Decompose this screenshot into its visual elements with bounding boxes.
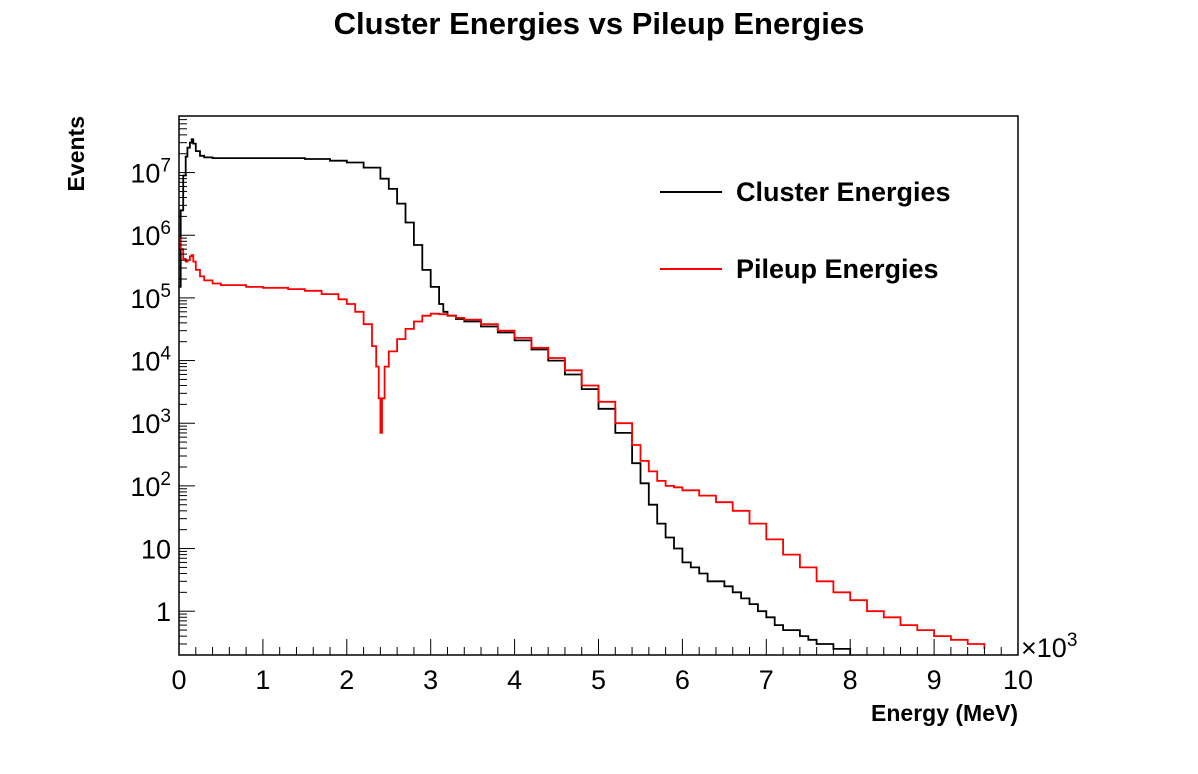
x-multiplier-base: ×10	[1021, 633, 1067, 663]
x-tick-label: 0	[171, 665, 186, 695]
y-tick-label: 10	[141, 535, 171, 565]
series-layer	[179, 138, 986, 655]
x-multiplier-label: ×103	[1021, 630, 1077, 663]
y-tick-label: 103	[130, 406, 171, 439]
x-tick-label: 1	[255, 665, 270, 695]
y-tick-label: 107	[130, 156, 171, 189]
series-line-cluster	[179, 138, 852, 655]
x-tick-label: 5	[591, 665, 606, 695]
y-tick-label: 106	[130, 218, 171, 251]
y-tick-label: 102	[130, 469, 171, 502]
legend-label-cluster: Cluster Energies	[736, 177, 951, 207]
x-tick-label: 9	[927, 665, 942, 695]
chart-title: Cluster Energies vs Pileup Energies	[333, 6, 865, 41]
x-ticks: 0 1 2 3 4 5 6 7 8 9 10	[171, 639, 1033, 695]
x-axis-label: Energy (MeV)	[871, 700, 1018, 726]
series-line-pileup	[179, 237, 986, 649]
x-tick-label: 4	[507, 665, 522, 695]
x-tick-label: 6	[675, 665, 690, 695]
x-tick-label: 10	[1003, 665, 1033, 695]
y-axis-label: Events	[63, 116, 89, 191]
y-tick-label: 105	[130, 281, 171, 314]
y-tick-label: 104	[130, 344, 171, 377]
x-tick-label: 8	[843, 665, 858, 695]
legend-label-pileup: Pileup Energies	[736, 254, 939, 284]
legend: Cluster Energies Pileup Energies	[660, 177, 951, 284]
y-tick-label: 1	[156, 597, 171, 627]
x-multiplier-exp: 3	[1067, 630, 1078, 651]
x-tick-label: 2	[339, 665, 354, 695]
x-tick-label: 7	[759, 665, 774, 695]
y-ticks: 1 10 102 103 104 105 106 107	[130, 115, 195, 656]
x-tick-label: 3	[423, 665, 438, 695]
